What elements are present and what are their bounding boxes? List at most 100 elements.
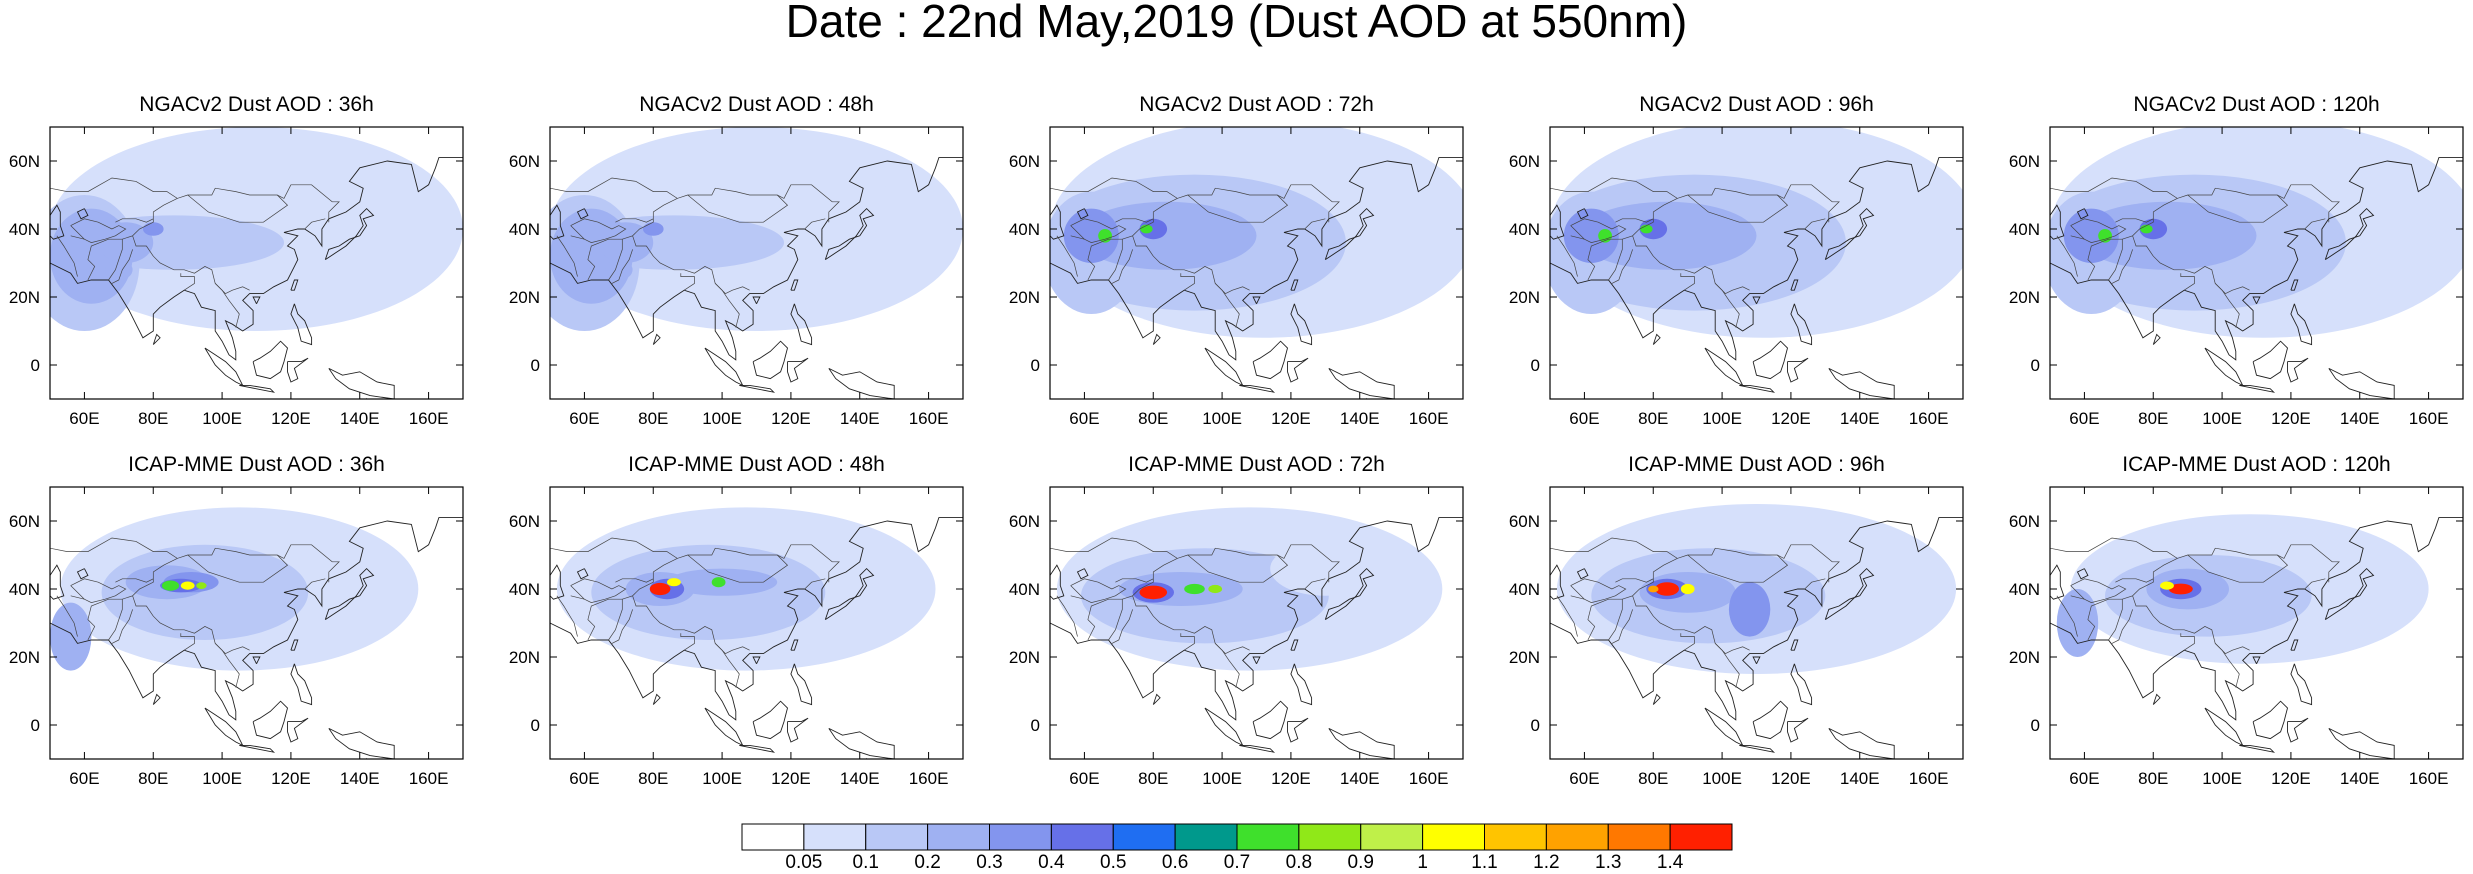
lon-tick-label: 80E (1638, 409, 1668, 428)
lon-tick-label: 80E (638, 409, 668, 428)
lon-tick-label: 100E (1202, 409, 1242, 428)
lon-tick-label: 140E (340, 769, 380, 788)
aod-field-cell (161, 580, 180, 591)
lat-tick-label: 0 (1031, 716, 1040, 735)
lon-tick-label: 140E (840, 769, 880, 788)
lat-tick-label: 0 (31, 716, 40, 735)
lat-tick-label: 60N (1009, 152, 1040, 171)
lon-tick-label: 80E (638, 769, 668, 788)
lat-tick-label: 60N (1509, 512, 1540, 531)
map-panel: 60E 80E 100E 120E 140E 160E 60N 40N 20N 0 (509, 126, 964, 428)
lon-tick-label: 140E (340, 409, 380, 428)
lon-tick-label: 160E (2409, 409, 2449, 428)
colorbar-label: 0.05 (785, 852, 823, 873)
lon-tick-label: 120E (1771, 409, 1811, 428)
lat-tick-label: 0 (1531, 356, 1540, 375)
aod-field-cell (649, 582, 671, 596)
colorbar-label: 0.9 (1347, 852, 1374, 873)
colorbar-label: 0.6 (1161, 852, 1189, 873)
lon-tick-label: 80E (138, 769, 168, 788)
lat-tick-label: 20N (1509, 288, 1540, 307)
lat-tick-label: 40N (1009, 220, 1040, 239)
lon-tick-label: 120E (2271, 769, 2311, 788)
lat-tick-label: 60N (1509, 152, 1540, 171)
lon-tick-label: 80E (1138, 409, 1168, 428)
lon-tick-label: 160E (1909, 409, 1949, 428)
lon-tick-label: 100E (1702, 769, 1742, 788)
colorbar-swatch (1669, 823, 1733, 851)
lon-tick-label: 80E (138, 409, 168, 428)
lon-tick-label: 100E (702, 769, 742, 788)
colorbar-swatch (1112, 823, 1176, 851)
aod-field-cell (98, 222, 154, 263)
colorbar-label: 0.5 (1100, 852, 1127, 873)
lon-tick-label: 100E (2202, 409, 2242, 428)
lat-tick-label: 20N (509, 648, 540, 667)
lat-tick-label: 0 (531, 716, 540, 735)
lat-tick-label: 60N (509, 152, 540, 171)
colorbar-label: 0.7 (1223, 852, 1251, 873)
lat-tick-label: 60N (9, 152, 40, 171)
lon-tick-label: 60E (69, 769, 99, 788)
aod-field-cell (101, 544, 309, 640)
lon-tick-label: 140E (1340, 769, 1380, 788)
lon-tick-label: 160E (909, 769, 949, 788)
lat-tick-label: 20N (2009, 648, 2040, 667)
aod-field-cell (1639, 218, 1668, 240)
map-panel: 60E 80E 100E 120E 140E 160E 60N 40N 20N 0 (9, 126, 464, 428)
colorbar-label: 1.1 (1471, 852, 1498, 873)
lon-tick-label: 140E (1340, 409, 1380, 428)
lat-tick-label: 20N (1509, 648, 1540, 667)
aod-field-cell (1648, 585, 1659, 593)
lon-tick-label: 100E (702, 409, 742, 428)
colorbar-swatch (1545, 823, 1609, 851)
lon-tick-label: 160E (409, 769, 449, 788)
aod-field-cell (667, 578, 681, 587)
lon-tick-label: 120E (2271, 409, 2311, 428)
lat-tick-label: 40N (509, 580, 540, 599)
panel-title: NGACv2 Dust AOD : 120h (2133, 93, 2380, 116)
map-panel: 60E 80E 100E 120E 140E 160E 60N 40N 20N 0 (2009, 486, 2464, 788)
panel-title: NGACv2 Dust AOD : 48h (639, 93, 874, 116)
panel-title: NGACv2 Dust AOD : 36h (139, 93, 374, 116)
aod-field-cell (143, 222, 164, 236)
lat-tick-label: 40N (509, 220, 540, 239)
lat-tick-label: 0 (2031, 716, 2040, 735)
aod-field-cell (2160, 581, 2174, 590)
colorbar-swatch (989, 823, 1052, 851)
aod-field-cell (2168, 583, 2193, 595)
lat-tick-label: 40N (1509, 580, 1540, 599)
lat-tick-label: 0 (1031, 356, 1040, 375)
lon-tick-label: 160E (1909, 769, 1949, 788)
lon-tick-label: 120E (1771, 769, 1811, 788)
lon-tick-label: 60E (1569, 409, 1599, 428)
lat-tick-label: 0 (1531, 716, 1540, 735)
map-panel: 60E 80E 100E 120E 140E 160E 60N 40N 20N 0 (1009, 486, 1464, 788)
aod-field-cell (180, 581, 195, 590)
lat-tick-label: 60N (2009, 512, 2040, 531)
lon-tick-label: 80E (1138, 769, 1168, 788)
panel-title: ICAP-MME Dust AOD : 120h (2122, 453, 2391, 476)
lat-tick-label: 60N (509, 512, 540, 531)
colorbar-label: 0.2 (914, 852, 941, 873)
lon-tick-label: 140E (1840, 769, 1880, 788)
lon-tick-label: 60E (2069, 769, 2099, 788)
lon-tick-label: 100E (2202, 769, 2242, 788)
lon-tick-label: 160E (1409, 769, 1449, 788)
aod-field-cell (643, 222, 664, 236)
aod-field-cell (1208, 584, 1223, 594)
lon-tick-label: 120E (771, 769, 811, 788)
colorbar-swatch (865, 823, 929, 851)
aod-field-cell (797, 174, 895, 229)
map-panel: 60E 80E 100E 120E 140E 160E 60N 40N 20N 0 (509, 486, 964, 788)
map-panel: 60E 80E 100E 120E 140E 160E 60N 40N 20N 0 (9, 486, 464, 788)
lat-tick-label: 0 (2031, 356, 2040, 375)
lon-tick-label: 80E (2138, 769, 2168, 788)
lon-tick-label: 100E (202, 409, 242, 428)
colorbar-swatch (927, 823, 990, 851)
lon-tick-label: 120E (1271, 769, 1311, 788)
lat-tick-label: 20N (9, 288, 40, 307)
colorbar-swatch (1607, 823, 1671, 851)
colorbar-label: 0.4 (1038, 852, 1065, 873)
lat-tick-label: 40N (9, 220, 40, 239)
